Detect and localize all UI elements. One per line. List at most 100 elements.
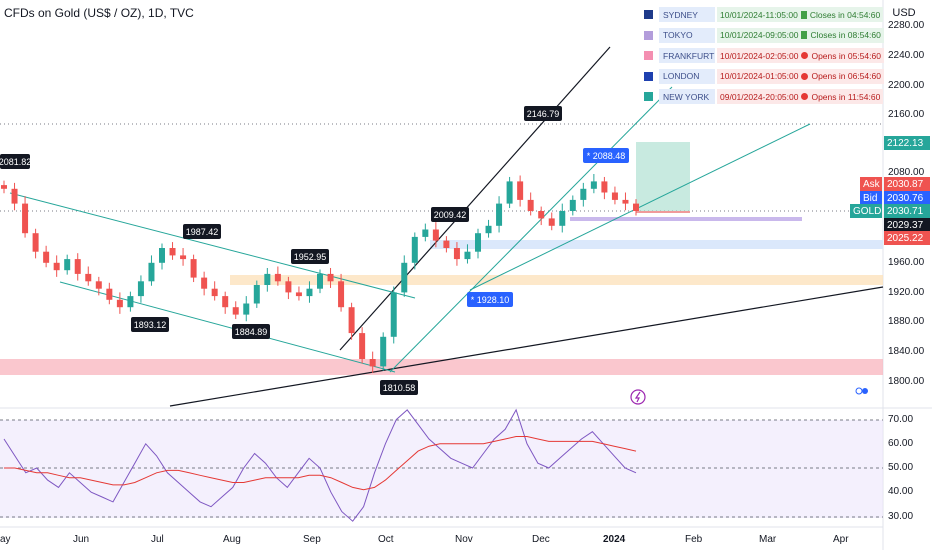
- time-tick: Feb: [685, 534, 703, 545]
- candle-body: [22, 203, 29, 234]
- tag-1952: 1952.95: [291, 249, 329, 264]
- candle-body: [601, 181, 608, 193]
- purple-line-zone: [570, 217, 802, 221]
- session-open-icon: [801, 31, 808, 39]
- candle-body: [327, 273, 334, 282]
- candle-body: [348, 307, 355, 334]
- rsi-tick: 40.00: [888, 486, 914, 497]
- price-tick: 2160.00: [888, 109, 925, 120]
- candle-body: [106, 288, 113, 300]
- candle-body: [159, 248, 165, 263]
- last-price-badge: 2122.13: [884, 136, 930, 150]
- session-datetime: 10/01/2024-02:05:00: [720, 50, 799, 61]
- candle-body: [622, 199, 629, 204]
- time-tick: Aug: [223, 534, 241, 545]
- candle-body: [485, 225, 492, 234]
- session-status: Opens in 05:54:60: [811, 50, 881, 61]
- steep-trendline: [339, 46, 611, 351]
- candle-body: [43, 251, 50, 263]
- time-tick: Jul: [151, 534, 164, 545]
- tag-1893: 1893.12: [131, 317, 169, 332]
- candle-body: [116, 299, 123, 308]
- time-tick: Mar: [759, 534, 777, 545]
- low-price-badge: 2029.37: [884, 218, 930, 232]
- time-tick: Oct: [378, 534, 394, 545]
- price-tick: 2280.00: [888, 20, 925, 31]
- candle-body: [580, 188, 587, 200]
- candle-body: [11, 188, 18, 204]
- price-tick: 2200.00: [888, 80, 925, 91]
- time-tick: Jun: [73, 534, 90, 545]
- candle-body: [148, 262, 155, 282]
- candle-body: [590, 181, 597, 189]
- session-color-swatch: [644, 30, 653, 40]
- session-color-swatch: [644, 51, 653, 60]
- rsi-line: [3, 408, 637, 522]
- session-row: FRANKFURT 10/01/2024-02:05:00 Opens in 05:…: [640, 47, 884, 64]
- candles: [1, 174, 639, 374]
- candle-body: [538, 211, 545, 219]
- tag-2081: 2081.82: [0, 154, 31, 169]
- time-tick: ay: [0, 534, 11, 545]
- channel-lower-line: [59, 281, 396, 373]
- price-tick: 1960.00: [888, 257, 925, 268]
- candle-body: [317, 273, 323, 289]
- candle-body: [453, 248, 460, 260]
- session-name: LONDON: [659, 68, 715, 84]
- session-row: LONDON 10/01/2024-01:05:00 Opens in 06:54:…: [640, 68, 884, 85]
- candle-body: [53, 262, 60, 271]
- candle-body: [32, 233, 39, 252]
- candle-body: [74, 259, 81, 274]
- rsi-tick: 60.00: [888, 438, 914, 449]
- candle-body: [369, 359, 376, 367]
- tag-2009: 2009.42: [431, 207, 469, 222]
- candle-body: [306, 288, 313, 297]
- tag-1928: * 1928.10: [467, 292, 513, 307]
- tag-2146: 2146.79: [524, 106, 562, 121]
- ask-price-badge: 2030.87: [884, 177, 930, 191]
- channel-upper-line: [9, 192, 416, 299]
- candle-body: [569, 199, 576, 211]
- session-closed-icon: [801, 72, 809, 80]
- tag-1987: 1987.42: [183, 224, 221, 239]
- session-row: SYDNEY 10/01/2024-11:05:00 Closes in 04:54…: [640, 6, 884, 23]
- session-row: TOKYO 10/01/2024-09:05:00 Closes in 08:54:…: [640, 27, 884, 44]
- candle-body: [201, 277, 208, 289]
- time-tick: Apr: [833, 534, 849, 545]
- candle-body: [506, 181, 513, 204]
- session-datetime: 10/01/2024-01:05:00: [720, 71, 799, 81]
- time-tick: Sep: [303, 534, 321, 545]
- session-closed-icon: [801, 93, 809, 100]
- session-name: TOKYO: [659, 27, 715, 43]
- long-position-stop: [636, 211, 690, 213]
- gold-price-badge: 2030.71: [884, 204, 930, 218]
- candle-body: [274, 273, 281, 282]
- price-tick: 2240.00: [888, 50, 925, 61]
- session-color-swatch: [644, 10, 653, 19]
- candle-body: [517, 181, 524, 200]
- session-open-icon: [800, 10, 807, 19]
- session-status: Opens in 11:54:60: [811, 91, 881, 102]
- session-status: Closes in 08:54:60: [810, 30, 881, 40]
- price-tick: 1840.00: [888, 346, 925, 357]
- settings-icon: [855, 387, 863, 395]
- session-datetime: 10/01/2024-11:05:00: [720, 9, 798, 20]
- candle-body: [422, 229, 429, 237]
- currency-button[interactable]: USD: [892, 7, 916, 19]
- session-row: NEW YORK 09/01/2024-20:05:00 Opens in 11:5…: [640, 88, 884, 105]
- session-color-swatch: [644, 92, 653, 101]
- candle-body: [611, 192, 618, 200]
- candle-body: [253, 285, 260, 304]
- green-trendline-steep: [389, 86, 673, 373]
- candle-body: [190, 259, 197, 278]
- rsi-ma-line: [4, 436, 637, 491]
- long-support-trendline: [169, 286, 884, 407]
- session-name: SYDNEY: [659, 7, 715, 22]
- price-tick: 2080.00: [888, 167, 925, 178]
- session-closed-icon: [801, 52, 809, 59]
- session-name: NEW YORK: [659, 89, 715, 104]
- chart-title: CFDs on Gold (US$ / OZ), 1D, TVC: [4, 6, 194, 20]
- session-info: 10/01/2024-02:05:00 Opens in 05:54:60: [717, 48, 884, 63]
- tag-1810: 1810.58: [380, 380, 418, 395]
